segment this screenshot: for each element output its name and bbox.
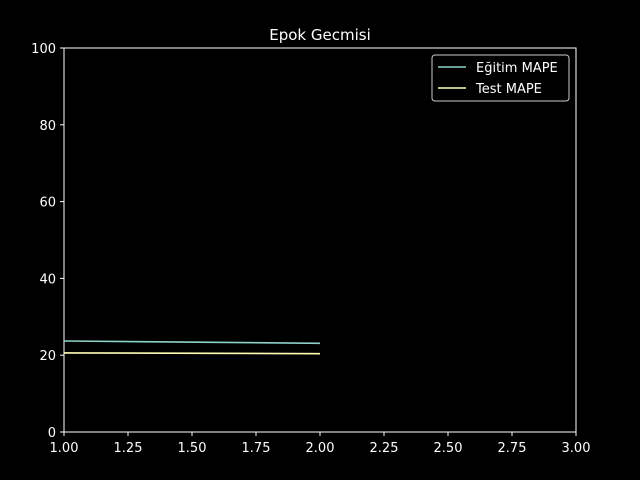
chart-title: Epok Gecmisi bbox=[269, 26, 371, 44]
x-tick-label: 1.75 bbox=[242, 441, 271, 456]
x-tick-label: 3.00 bbox=[562, 441, 591, 456]
y-axis: 0 20 40 60 80 100 bbox=[31, 42, 64, 441]
x-tick-label: 1.25 bbox=[114, 441, 143, 456]
x-tick-label: 1.00 bbox=[50, 441, 79, 456]
x-tick-label: 2.00 bbox=[306, 441, 335, 456]
x-axis: 1.00 1.25 1.50 1.75 2.00 2.25 2.50 2.75 3.00 bbox=[50, 432, 591, 456]
series-lines bbox=[63, 340, 321, 355]
x-tick-label: 2.50 bbox=[434, 441, 463, 456]
x-tick-label: 2.75 bbox=[498, 441, 527, 456]
y-tick-label: 60 bbox=[39, 196, 56, 211]
y-tick-label: 20 bbox=[39, 349, 56, 364]
y-tick-label: 0 bbox=[48, 426, 56, 441]
x-tick-label: 2.25 bbox=[370, 441, 399, 456]
y-tick-label: 40 bbox=[39, 272, 56, 287]
legend-label: Eğitim MAPE bbox=[476, 61, 558, 76]
plot-area bbox=[63, 47, 577, 433]
legend-label: Test MAPE bbox=[475, 82, 542, 97]
legend: Eğitim MAPE Test MAPE bbox=[431, 54, 570, 102]
series-line bbox=[63, 340, 321, 345]
legend-box bbox=[431, 54, 570, 102]
series-line bbox=[63, 352, 321, 355]
y-tick-label: 80 bbox=[39, 119, 56, 134]
y-tick-label: 100 bbox=[31, 42, 56, 57]
x-tick-label: 1.50 bbox=[178, 441, 207, 456]
